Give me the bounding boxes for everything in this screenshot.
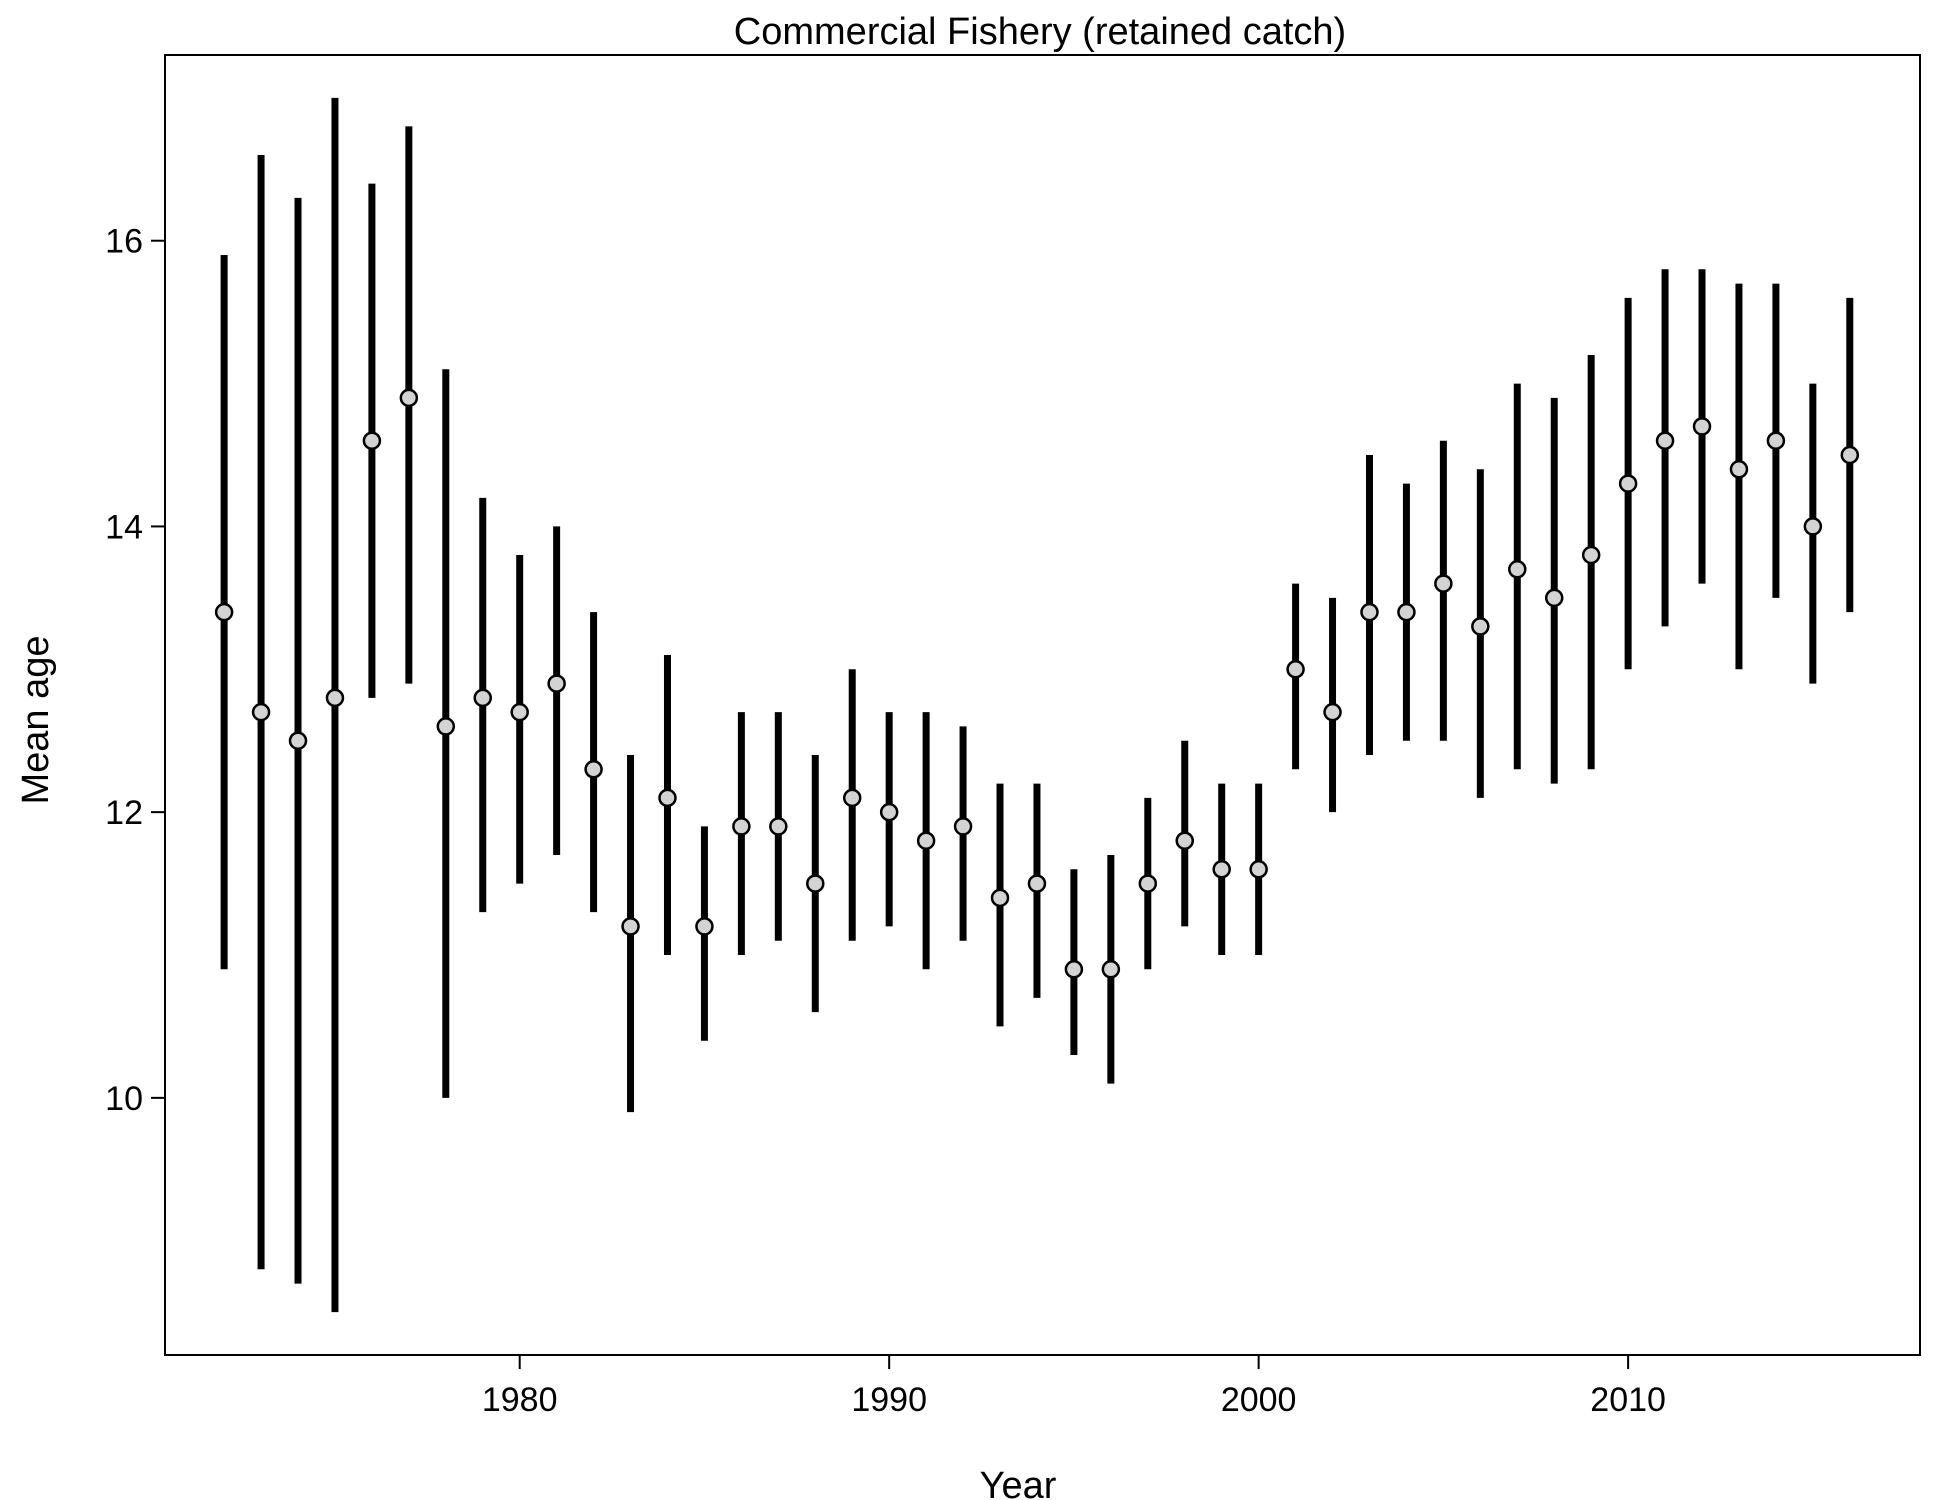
data-point [1618, 474, 1638, 493]
data-point [1212, 860, 1231, 879]
y-axis: 10 12 14 16 [105, 223, 165, 1118]
data-point [879, 802, 899, 822]
y-tick-label: 10 [105, 1080, 143, 1118]
data-point [399, 388, 419, 408]
data-point [990, 888, 1010, 908]
x-tick-label: 2010 [1590, 1381, 1666, 1419]
data-point [1397, 602, 1416, 622]
data-point [510, 702, 529, 722]
x-tick-label: 2000 [1221, 1381, 1297, 1419]
data-point [806, 874, 825, 893]
data-point [362, 431, 382, 450]
data-point [288, 731, 308, 750]
data-point [1434, 574, 1453, 593]
x-tick-label: 1980 [482, 1381, 558, 1419]
x-axis: 1980 1990 2000 2010 [482, 1355, 1666, 1419]
data-point [1249, 860, 1268, 879]
plot-frame [164, 54, 1921, 1356]
data-point [1101, 960, 1121, 979]
y-axis-label: Mean age [15, 635, 57, 804]
data-point [658, 788, 677, 808]
data-point [473, 688, 492, 708]
data-point [1138, 874, 1158, 893]
y-tick-label: 16 [105, 223, 143, 261]
data-point [1692, 417, 1712, 436]
data-point [916, 831, 936, 850]
y-tick-label: 14 [105, 508, 143, 546]
data-point [1360, 602, 1379, 622]
data-point [1175, 831, 1194, 850]
data-point [251, 702, 271, 722]
data-point [1471, 617, 1490, 636]
x-tick-label: 1990 [851, 1381, 927, 1419]
data-point [1544, 588, 1564, 608]
chart-title: Commercial Fishery (retained catch) [734, 11, 1346, 53]
data-point [1064, 960, 1084, 979]
data-point [1766, 431, 1786, 450]
data-point [584, 760, 603, 779]
data-point [1840, 445, 1860, 465]
data-point [325, 688, 345, 708]
x-axis-label: Year [980, 1465, 1057, 1500]
data-point [953, 817, 973, 836]
data-point [842, 788, 862, 808]
data-point [1655, 431, 1675, 450]
data-point [769, 817, 788, 836]
data-point [1803, 517, 1823, 536]
mean-points [214, 388, 1860, 979]
data-point [732, 817, 751, 836]
data-point [547, 674, 566, 693]
data-point [1027, 874, 1047, 893]
data-point [1323, 702, 1342, 722]
data-point [695, 917, 714, 936]
data-point [621, 917, 640, 936]
data-point [1581, 545, 1601, 565]
data-point [214, 602, 234, 622]
error-bars [220, 97, 1854, 1313]
y-tick-label: 12 [105, 794, 143, 832]
data-point [1508, 560, 1527, 579]
data-point [1729, 460, 1749, 479]
data-point [1286, 660, 1305, 679]
data-point [436, 717, 456, 736]
